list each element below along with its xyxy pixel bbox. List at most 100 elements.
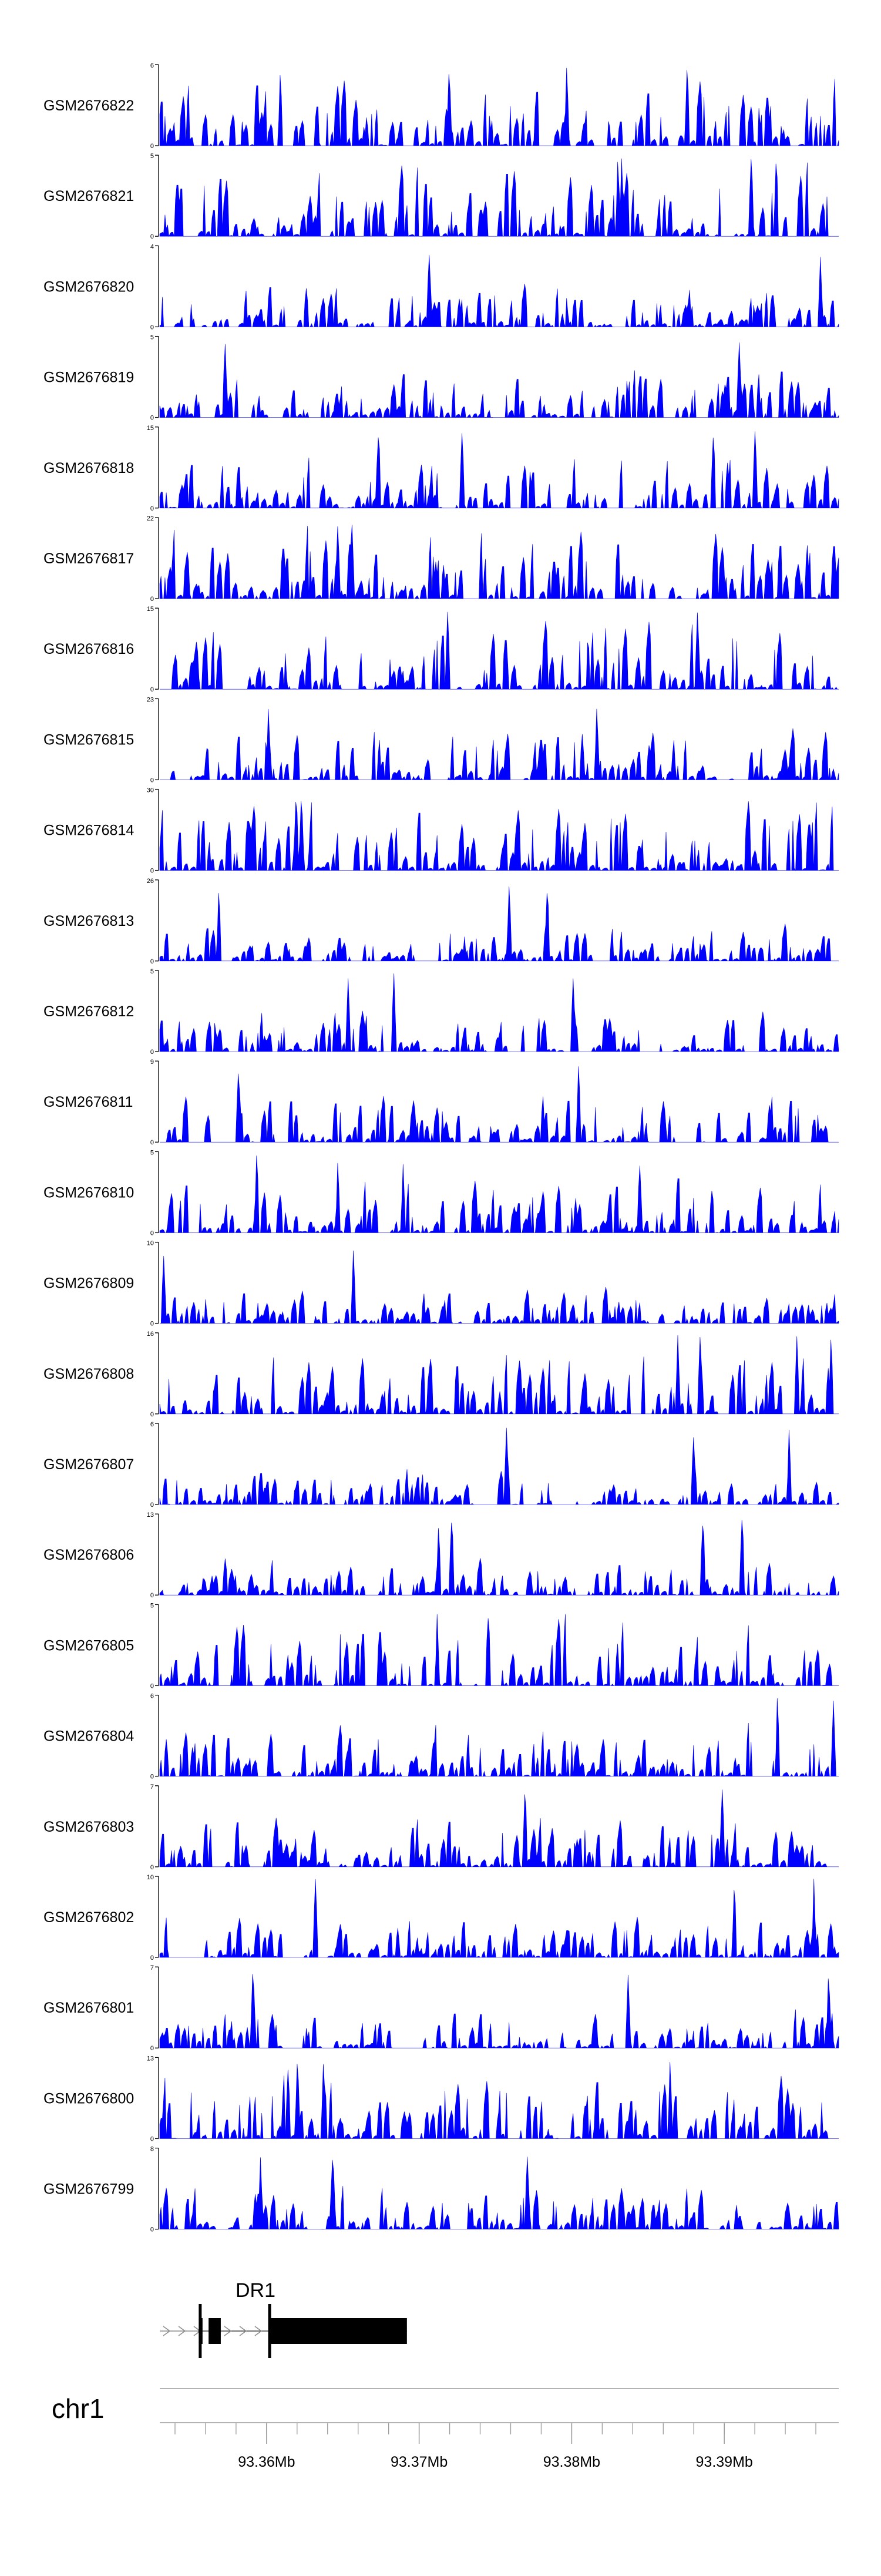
track-label: GSM2676821: [43, 188, 134, 204]
coverage-area: [159, 801, 839, 871]
coverage-area: [159, 1974, 839, 2049]
y-max-label: 10: [147, 1240, 154, 1247]
y-min-label: 0: [150, 1774, 154, 1781]
y-min-label: 0: [150, 1502, 154, 1509]
track-label: GSM2676804: [43, 1728, 134, 1745]
gene-annotation-track: DR1: [160, 2279, 407, 2358]
y-max-label: 15: [147, 606, 154, 613]
coverage-area: [159, 255, 839, 328]
coverage-track: GSM2676814 30 0: [43, 787, 839, 875]
coverage-area: [159, 1789, 839, 1868]
track-label: GSM2676800: [43, 2090, 134, 2107]
coverage-track: GSM2676807 6 0: [43, 1421, 839, 1509]
track-label: GSM2676799: [43, 2181, 134, 2198]
strand-arrow: [178, 2326, 186, 2336]
track-label: GSM2676805: [43, 1637, 134, 1654]
track-label: GSM2676809: [43, 1275, 134, 1292]
y-min-label: 0: [150, 1682, 154, 1690]
y-max-label: 9: [150, 1059, 154, 1066]
coverage-area: [159, 2062, 839, 2140]
coverage-area: [159, 431, 839, 509]
coverage-track: GSM2676813 26 0: [43, 878, 839, 965]
coverage-track: GSM2676818 15 0: [43, 425, 839, 512]
y-min-label: 0: [150, 505, 154, 512]
track-label: GSM2676820: [43, 278, 134, 295]
coverage-tracks: GSM267682260GSM267682150GSM267682040GSM2…: [43, 62, 839, 2234]
coverage-area: [159, 1879, 839, 1959]
tick-label: 93.36Mb: [238, 2454, 295, 2470]
coverage-track: GSM2676809 10 0: [43, 1240, 839, 1328]
coverage-area: [159, 973, 839, 1053]
coverage-track: GSM2676816 15 0: [43, 606, 839, 693]
track-label: GSM2676822: [43, 98, 134, 114]
coverage-area: [159, 68, 839, 146]
coverage-area: [159, 2157, 839, 2230]
y-min-label: 0: [150, 596, 154, 603]
tick-label: 93.38Mb: [543, 2454, 600, 2470]
y-max-label: 10: [147, 1874, 154, 1881]
y-max-label: 6: [150, 62, 154, 69]
track-label: GSM2676811: [43, 1094, 133, 1110]
y-max-label: 7: [150, 1964, 154, 1972]
y-min-label: 0: [150, 324, 154, 331]
coverage-area: [159, 1156, 839, 1234]
coverage-area: [160, 1250, 839, 1324]
y-max-label: 8: [150, 2146, 154, 2153]
coverage-track: GSM2676805 5 0: [43, 1602, 839, 1690]
coverage-area: [159, 886, 839, 962]
y-min-label: 0: [150, 1592, 154, 1599]
y-min-label: 0: [150, 686, 154, 693]
y-min-label: 0: [150, 1954, 154, 1962]
y-max-label: 5: [150, 1602, 154, 1609]
coverage-track: GSM2676817 22 0: [43, 515, 839, 603]
y-min-label: 0: [150, 1230, 154, 1237]
track-label: GSM2676817: [43, 550, 134, 567]
coverage-area: [160, 612, 839, 690]
track-label: GSM2676810: [43, 1184, 134, 1201]
y-min-label: 0: [150, 1139, 154, 1146]
y-max-label: 7: [150, 1784, 154, 1791]
y-max-label: 23: [147, 696, 154, 703]
y-min-label: 0: [150, 2135, 154, 2142]
y-min-label: 0: [150, 958, 154, 965]
y-max-label: 5: [150, 968, 154, 975]
tick-label: 93.39Mb: [696, 2454, 753, 2470]
coverage-area: [159, 1520, 839, 1596]
track-label: GSM2676803: [43, 1819, 134, 1835]
coverage-track: GSM2676803 7 0: [43, 1784, 839, 1871]
y-max-label: 4: [150, 243, 154, 250]
y-max-label: 15: [147, 425, 154, 432]
track-label: GSM2676812: [43, 1003, 134, 1020]
coverage-area: [159, 1698, 839, 1777]
coverage-area: [159, 342, 839, 418]
track-label: GSM2676816: [43, 641, 134, 657]
coverage-track: GSM2676812 5 0: [43, 968, 839, 1056]
coverage-track: GSM2676819 5 0: [43, 334, 839, 422]
track-label: GSM2676801: [43, 2000, 134, 2016]
track-label: GSM2676813: [43, 913, 134, 929]
coverage-track: GSM2676806 13 0: [43, 1512, 839, 1599]
coverage-track: GSM2676811 9 0: [43, 1059, 839, 1146]
coverage-track: GSM2676808 16 0: [43, 1331, 839, 1418]
chromosome-label: chr1: [52, 2393, 104, 2424]
y-max-label: 5: [150, 153, 154, 160]
y-max-label: 6: [150, 1421, 154, 1428]
y-max-label: 6: [150, 1693, 154, 1700]
track-label: GSM2676807: [43, 1456, 134, 1473]
y-min-label: 0: [150, 777, 154, 784]
y-max-label: 22: [147, 515, 154, 522]
y-max-label: 5: [150, 1149, 154, 1156]
track-label: GSM2676806: [43, 1547, 134, 1563]
coverage-area: [159, 525, 839, 600]
strand-arrow: [224, 2326, 232, 2336]
track-label: GSM2676802: [43, 1909, 134, 1926]
exon: [209, 2318, 221, 2344]
strand-arrow: [239, 2326, 247, 2336]
y-min-label: 0: [150, 1411, 154, 1418]
track-label: GSM2676808: [43, 1366, 134, 1382]
y-min-label: 0: [150, 233, 154, 240]
strand-arrow: [254, 2326, 263, 2336]
coverage-area: [159, 1428, 839, 1506]
